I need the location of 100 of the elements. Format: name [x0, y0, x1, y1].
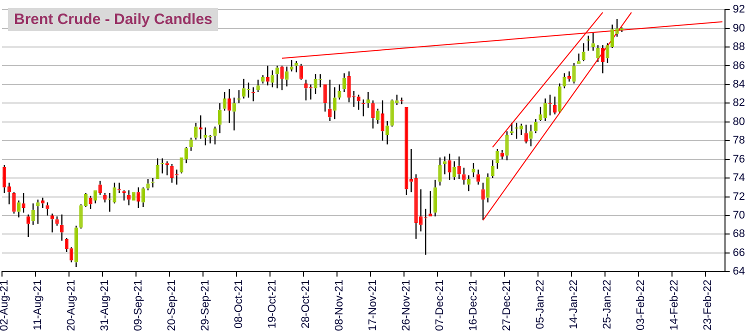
candlestick: [586, 35, 590, 52]
candlestick: [136, 186, 140, 209]
candlestick: [567, 70, 571, 82]
candlestick: [112, 182, 116, 204]
candlestick: [218, 102, 222, 134]
candlestick: [476, 169, 480, 186]
x-tick-label: 23-Feb-22: [702, 280, 714, 330]
candlestick: [12, 191, 16, 214]
candlestick: [237, 89, 241, 104]
candlestick: [213, 126, 217, 145]
candlestick: [314, 74, 318, 94]
y-tick-label: 78: [732, 134, 746, 147]
y-tick-label: 74: [732, 172, 746, 184]
candlestick: [462, 167, 466, 186]
candlestick: [486, 172, 490, 203]
x-tick-label: 14-Feb-22: [668, 280, 681, 330]
candlestick: [524, 124, 528, 144]
x-tick-label: 03-Feb-22: [635, 280, 648, 330]
y-tick-label: 88: [732, 41, 746, 54]
candlestick: [156, 158, 160, 179]
x-tick-label: 07-Dec-21: [434, 280, 446, 331]
y-tick-label: 80: [732, 116, 746, 128]
candlestick: [26, 214, 30, 238]
candlestick: [60, 214, 64, 242]
y-tick-label: 92: [732, 4, 746, 16]
candlestick: [222, 91, 226, 112]
x-tick-label: 19-Oct-21: [266, 280, 278, 329]
x-tick-label: 25-Jan-22: [602, 280, 614, 330]
y-tick-label: 82: [732, 97, 746, 110]
candlestick: [371, 100, 375, 130]
y-tick-label: 90: [732, 22, 746, 34]
x-tick-label: 31-Aug-21: [98, 280, 111, 332]
x-tick-label: 20-Aug-21: [65, 280, 78, 332]
x-tick-label: 29-Sep-21: [199, 280, 212, 332]
candlestick: [582, 42, 586, 62]
y-tick-label: 84: [732, 78, 746, 90]
y-tick-label: 66: [732, 246, 746, 259]
y-tick-label: 68: [732, 228, 746, 240]
candlestick: [232, 96, 236, 131]
candlestick: [141, 186, 145, 208]
candlestick: [323, 84, 327, 112]
y-tick-label: 70: [732, 210, 746, 222]
x-tick-label: 20-Sep-21: [166, 280, 178, 332]
candlestick: [228, 88, 232, 124]
y-tick-label: 64: [732, 266, 746, 278]
candlestick: [534, 118, 538, 134]
chart-title: Brent Crude - Daily Candles: [8, 8, 218, 31]
candlestick: [419, 188, 423, 232]
x-tick-label: 08-Nov-21: [333, 280, 346, 331]
candlestick: [270, 70, 274, 88]
candlestick: [342, 72, 346, 93]
candlestick: [285, 66, 289, 87]
x-tick-label: 17-Nov-21: [366, 280, 379, 331]
candlestick: [189, 137, 193, 152]
candlestick: [376, 108, 380, 124]
candlestick: [514, 122, 518, 140]
candlestick: [40, 197, 44, 209]
candlestick: [428, 190, 432, 216]
x-tick-label: 26-Nov-21: [400, 280, 412, 331]
candlestick: [380, 100, 384, 142]
candlestick: [332, 86, 336, 120]
candlestick: [290, 60, 294, 72]
candlestick: [74, 225, 78, 268]
candlestick: [505, 130, 509, 161]
candlestick: [338, 84, 342, 100]
y-tick-label: 86: [732, 60, 746, 72]
candlestick: [520, 123, 524, 136]
candlestick: [242, 78, 246, 100]
y-tick-label: 76: [732, 153, 746, 166]
candlestick: [299, 63, 303, 80]
candlestick: [553, 96, 557, 116]
candlestick: [280, 65, 284, 91]
x-tick-label: 09-Sep-21: [132, 280, 144, 332]
x-tick-label: 05-Jan-22: [534, 280, 547, 330]
candlestick: [55, 216, 59, 226]
x-tick-label: 27-Dec-21: [501, 280, 514, 331]
candlestick: [448, 153, 452, 181]
candlestick: [452, 160, 456, 181]
candlestick: [596, 44, 600, 63]
candlestick: [88, 195, 92, 210]
candlestick: [572, 62, 576, 84]
candlestick: [146, 178, 150, 191]
candlestick: [356, 94, 360, 110]
candlestick: [576, 52, 581, 64]
candlestick: [442, 156, 447, 175]
candlestick: [457, 156, 461, 180]
candlestick: [31, 202, 35, 226]
x-tick-label: 11-Aug-21: [32, 280, 44, 330]
y-tick-label: 72: [732, 190, 746, 203]
candlestick: [275, 65, 280, 89]
candlestick: [562, 72, 566, 89]
x-tick-label: 14-Jan-22: [568, 280, 580, 330]
candlestick: [466, 174, 470, 192]
candlestick: [438, 156, 442, 186]
candlestick: [386, 120, 390, 145]
candlestick: [94, 190, 98, 204]
candlestick: [347, 70, 351, 103]
x-tick-label: 16-Dec-21: [468, 280, 480, 331]
x-tick-label: 28-Oct-21: [300, 280, 312, 329]
candlestick: [543, 98, 548, 122]
